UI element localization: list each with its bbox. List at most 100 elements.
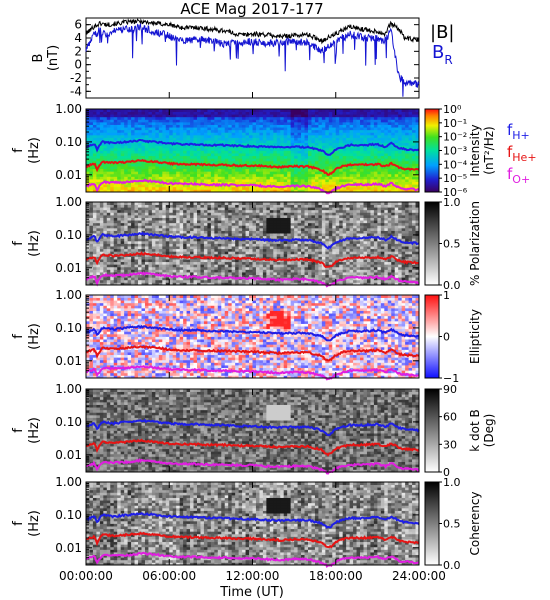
spectrogram-cell	[144, 207, 149, 211]
spectrogram-cell	[162, 137, 167, 141]
spectrogram-cell	[92, 179, 97, 183]
spectrogram-cell	[186, 259, 191, 263]
spectrogram-cell	[138, 207, 142, 211]
spectrogram-cell	[408, 176, 413, 180]
spectrogram-cell	[179, 184, 184, 188]
spectrogram-cell	[349, 166, 354, 170]
spectrogram-cell	[266, 214, 271, 218]
spectrogram-cell	[210, 150, 215, 154]
spectrogram-cell	[210, 207, 215, 211]
spectrogram-cell	[415, 127, 420, 131]
spectrogram-cell	[162, 179, 167, 183]
spectrogram-cell	[280, 272, 285, 276]
spectrogram-cell	[332, 179, 337, 183]
spectrogram-cell	[401, 114, 406, 118]
spectrogram-cell	[165, 227, 170, 231]
spectrogram-cell	[238, 186, 243, 190]
spectrogram-cell	[176, 259, 181, 263]
spectrogram-cell	[217, 155, 222, 159]
spectrogram-cell	[176, 261, 181, 265]
spectrogram-cell	[96, 261, 101, 265]
spectrogram-cell	[169, 121, 174, 125]
spectrogram-cell	[148, 134, 153, 138]
spectrogram-cell	[238, 124, 243, 128]
spectrogram-cell	[190, 124, 194, 128]
spectrogram-cell	[158, 166, 163, 170]
spectrogram-cell	[231, 116, 236, 120]
spectrogram-cell	[106, 225, 111, 229]
spectrogram-cell	[401, 155, 406, 159]
spectrogram-cell	[242, 186, 246, 190]
spectrogram-cell	[401, 127, 406, 131]
spectrogram-cell	[370, 116, 375, 120]
spectrogram-cell	[207, 124, 212, 128]
spectrogram-cell	[363, 179, 368, 183]
spectrogram-cell	[394, 173, 399, 177]
spectrogram-cell	[210, 147, 215, 151]
spectrogram-cell	[96, 114, 101, 118]
spectrogram-cell	[398, 109, 403, 112]
spectrogram-cell	[339, 111, 344, 115]
spectrogram-cell	[124, 212, 129, 216]
spectrogram-cell	[401, 171, 406, 175]
spectrogram-cell	[301, 132, 305, 136]
spectrogram-cell	[276, 233, 281, 237]
spectrogram-cell	[266, 222, 271, 226]
spectrogram-cell	[221, 251, 226, 255]
spectrogram-cell	[311, 119, 316, 123]
spectrogram-cell	[110, 109, 115, 112]
spectrogram-cell	[203, 246, 208, 250]
spectrogram-cell	[339, 145, 344, 149]
spectrogram-cell	[169, 163, 174, 167]
spectrogram-cell	[124, 184, 129, 188]
spectrogram-cell	[387, 134, 392, 138]
spectrogram-cell	[179, 121, 184, 125]
spectrogram-cell	[249, 158, 253, 162]
spectrogram-cell	[255, 269, 260, 273]
spectrogram-cell	[89, 246, 94, 250]
spectrogram-cell	[328, 158, 333, 162]
spectrogram-cell	[138, 127, 142, 131]
spectrogram-cell	[103, 207, 108, 211]
spectrogram-cell	[252, 127, 257, 131]
spectrogram-cell	[151, 238, 156, 242]
spectrogram-cell	[99, 134, 104, 138]
spectrogram-cell	[138, 212, 142, 216]
spectrogram-cell	[280, 163, 285, 167]
spectrogram-cell	[228, 209, 233, 213]
spectrogram-cell	[197, 181, 201, 185]
spectrogram-cell	[377, 127, 382, 131]
spectrogram-cell	[304, 147, 309, 151]
spectrogram-cell	[113, 137, 118, 141]
spectrogram-cell	[162, 204, 167, 208]
spectrogram-cell	[249, 137, 253, 141]
spectrogram-cell	[255, 163, 260, 167]
spectrogram-cell	[207, 272, 212, 276]
spectrogram-cell	[262, 176, 267, 180]
spectrogram-cell	[224, 127, 229, 131]
spectrogram-cell	[335, 132, 340, 136]
spectrogram-cell	[363, 173, 368, 177]
spectrogram-cell	[124, 248, 129, 252]
spectrogram-cell	[169, 189, 174, 193]
spectrogram-cell	[259, 116, 264, 120]
spectrogram-cell	[245, 274, 250, 278]
spectrogram-cell	[148, 155, 153, 159]
spectrogram-cell	[356, 179, 361, 183]
spectrogram-cell	[321, 145, 326, 149]
spectrogram-cell	[99, 142, 104, 146]
spectrogram-cell	[238, 225, 243, 229]
spectrogram-cell	[221, 279, 226, 283]
spectrogram-cell	[301, 181, 305, 185]
spectrogram-cell	[252, 109, 257, 112]
spectrogram-cell	[304, 116, 309, 120]
spectrogram-cell	[221, 121, 226, 125]
spectrogram-cell	[391, 145, 396, 149]
spectrogram-cell	[238, 132, 243, 136]
spectrogram-cell	[356, 111, 361, 115]
spectrogram-cell	[217, 111, 222, 115]
spectrogram-cell	[224, 227, 229, 231]
spectrogram-cell	[113, 111, 118, 115]
spectrogram-cell	[408, 114, 413, 118]
spectrogram-cell	[405, 121, 409, 125]
